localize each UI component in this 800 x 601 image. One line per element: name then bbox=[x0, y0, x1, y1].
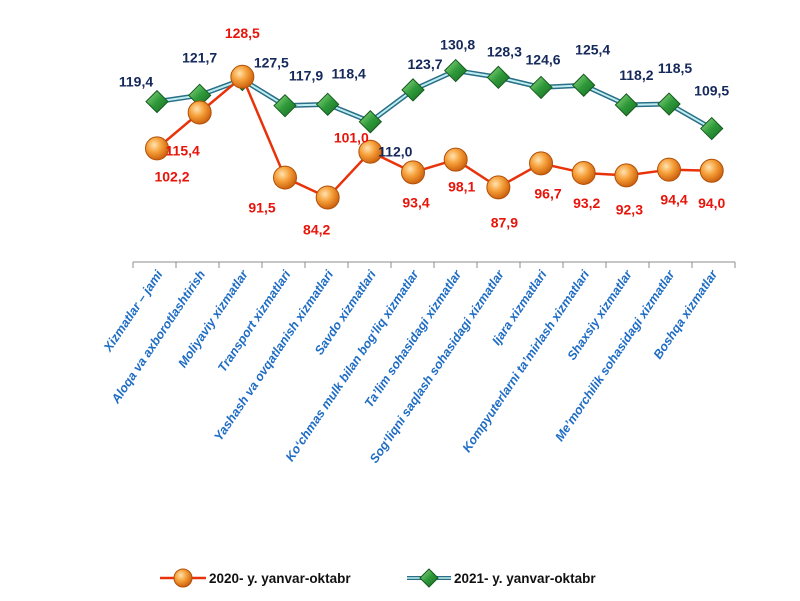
series-2020-point bbox=[401, 160, 426, 185]
series-2020-point bbox=[230, 64, 255, 89]
series-2020-point bbox=[486, 175, 511, 200]
series-2021-data-label: 109,5 bbox=[694, 83, 729, 99]
series-2021-point bbox=[486, 65, 511, 90]
series-2021-data-label: 118,5 bbox=[658, 60, 692, 76]
series-2021-point bbox=[358, 110, 383, 134]
series-2021-data-label: 117,9 bbox=[289, 68, 323, 84]
series-2020-data-label: 91,5 bbox=[248, 200, 275, 216]
series-2020-data-label: 96,7 bbox=[534, 185, 561, 201]
series-2020-data-label: 93,2 bbox=[573, 195, 600, 211]
legend-2020-marker bbox=[173, 568, 193, 588]
series-2020-data-label: 87,9 bbox=[491, 214, 518, 230]
series-2021-point bbox=[657, 92, 681, 116]
series-2021-point bbox=[529, 75, 553, 100]
legend-2020-label: 2020- y. yanvar-oktabr bbox=[209, 571, 351, 586]
series-2020-data-label: 92,3 bbox=[616, 201, 643, 217]
series-2021-point bbox=[571, 73, 596, 97]
series-2020-point bbox=[529, 151, 554, 176]
series-2020-point bbox=[699, 158, 724, 183]
series-2020-point bbox=[443, 147, 468, 172]
series-2021-data-label: 121,7 bbox=[182, 49, 217, 65]
series-2020-point bbox=[273, 165, 298, 190]
series-2020-data-label: 115,4 bbox=[166, 142, 200, 158]
series-2021-data-label: 130,8 bbox=[440, 37, 475, 53]
series-2020-point bbox=[187, 100, 212, 125]
series-2021-point bbox=[273, 93, 297, 118]
series-2021-point bbox=[614, 93, 639, 117]
series-2020-point bbox=[614, 163, 639, 188]
series-2020-data-label: 98,1 bbox=[448, 179, 475, 195]
series-2020-point bbox=[571, 160, 596, 185]
series-2020-point bbox=[358, 139, 383, 164]
series-2020-data-label: 84,2 bbox=[303, 221, 330, 237]
series-2020-point bbox=[315, 185, 340, 210]
series-2021-data-label: 125,4 bbox=[575, 41, 610, 57]
series-2021-point bbox=[700, 116, 724, 141]
series-2021-data-label: 123,7 bbox=[407, 56, 442, 72]
series-2020-data-label: 128,5 bbox=[225, 25, 260, 41]
legend-2021-marker bbox=[419, 568, 439, 588]
series-2020-data-label: 101,0 bbox=[334, 130, 369, 146]
series-2021-point bbox=[443, 58, 468, 83]
series-2020-data-label: 94,4 bbox=[660, 192, 687, 208]
series-2021-data-label: 127,5 bbox=[254, 55, 289, 71]
series-2021-data-label: 112,0 bbox=[378, 144, 412, 160]
series-2020-point bbox=[145, 136, 169, 161]
series-2021-data-label: 118,2 bbox=[619, 67, 653, 83]
series-2020-data-label: 102,2 bbox=[154, 168, 189, 184]
x-tick-label: Transport xizmatlari bbox=[215, 267, 294, 374]
series-2020-data-label: 93,4 bbox=[402, 194, 429, 210]
series-2021-point bbox=[145, 89, 169, 114]
series-2021-data-label: 124,6 bbox=[526, 51, 561, 67]
legend-2021-label: 2021- y. yanvar-oktabr bbox=[454, 571, 596, 586]
series-2021-data-label: 118,4 bbox=[332, 65, 366, 81]
series-2020-data-label: 94,0 bbox=[698, 195, 725, 211]
series-2021-data-label: 128,3 bbox=[487, 43, 522, 59]
series-2021-data-label: 119,4 bbox=[119, 74, 153, 90]
series-2021-point bbox=[315, 92, 340, 117]
series-2020-point bbox=[657, 157, 682, 182]
series-2021-point bbox=[401, 78, 425, 102]
